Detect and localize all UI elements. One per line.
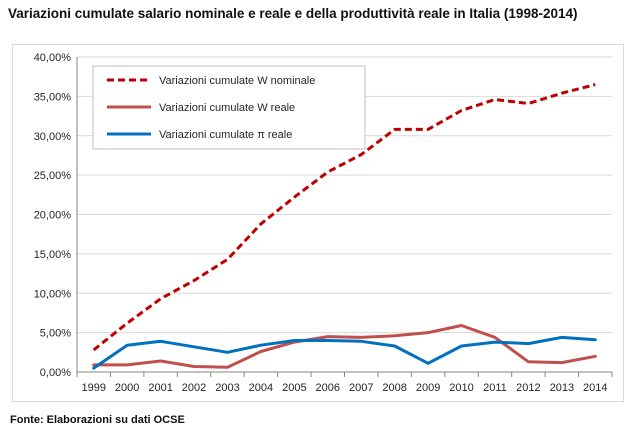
- y-tick-label: 35,00%: [34, 91, 72, 103]
- x-tick-label: 2003: [215, 382, 239, 394]
- x-tick-label: 2010: [449, 382, 473, 394]
- series-line-3: [92, 335, 597, 370]
- x-tick-label: 2012: [516, 382, 540, 394]
- series-line-1: [92, 83, 596, 352]
- x-tick-label: 2004: [249, 382, 273, 394]
- y-tick-label: 30,00%: [34, 131, 72, 143]
- x-tick-label: 2005: [282, 382, 306, 394]
- y-tick-label: 20,00%: [34, 210, 72, 222]
- legend-label-2: Variazioni cumulate W reale: [159, 102, 295, 114]
- x-tick-label: 2001: [148, 382, 172, 394]
- y-tick-label: 0,00%: [40, 367, 71, 379]
- x-tick-label: 2008: [382, 382, 406, 394]
- x-tick-label: 2007: [349, 382, 373, 394]
- y-tick-label: 25,00%: [34, 170, 72, 182]
- y-tick-label: 10,00%: [34, 288, 72, 300]
- legend: Variazioni cumulate W nominale Variazioni…: [92, 65, 366, 150]
- x-tick-label: 2013: [550, 382, 574, 394]
- x-tick-label: 2014: [583, 382, 607, 394]
- series-lines: [92, 83, 597, 370]
- chart-area: [12, 44, 624, 402]
- y-tick-label: 15,00%: [34, 249, 72, 261]
- x-tick-label: 1999: [81, 382, 105, 394]
- x-tick-label: 2011: [483, 382, 507, 394]
- chart-title: Variazioni cumulate salario nominale e r…: [8, 6, 578, 21]
- y-tick-label: 40,00%: [34, 52, 72, 64]
- line-chart: 0,00% 5,00% 10,00% 15,00% 20,00% 25,00% 30,00%…: [34, 52, 613, 394]
- x-tick-label: 2002: [182, 382, 206, 394]
- legend-label-3: Variazioni cumulate π reale: [159, 129, 292, 141]
- y-tick-label: 5,00%: [40, 328, 71, 340]
- x-tick-label: 2009: [416, 382, 440, 394]
- axes: 0,00% 5,00% 10,00% 15,00% 20,00% 25,00% 30,00%…: [34, 52, 613, 394]
- x-tick-label: 2006: [316, 382, 340, 394]
- source-note: Fonte: Elaborazioni su dati OCSE: [10, 414, 185, 426]
- series-line-2: [92, 324, 597, 369]
- legend-label-1: Variazioni cumulate W nominale: [159, 75, 315, 87]
- x-tick-label: 2000: [115, 382, 139, 394]
